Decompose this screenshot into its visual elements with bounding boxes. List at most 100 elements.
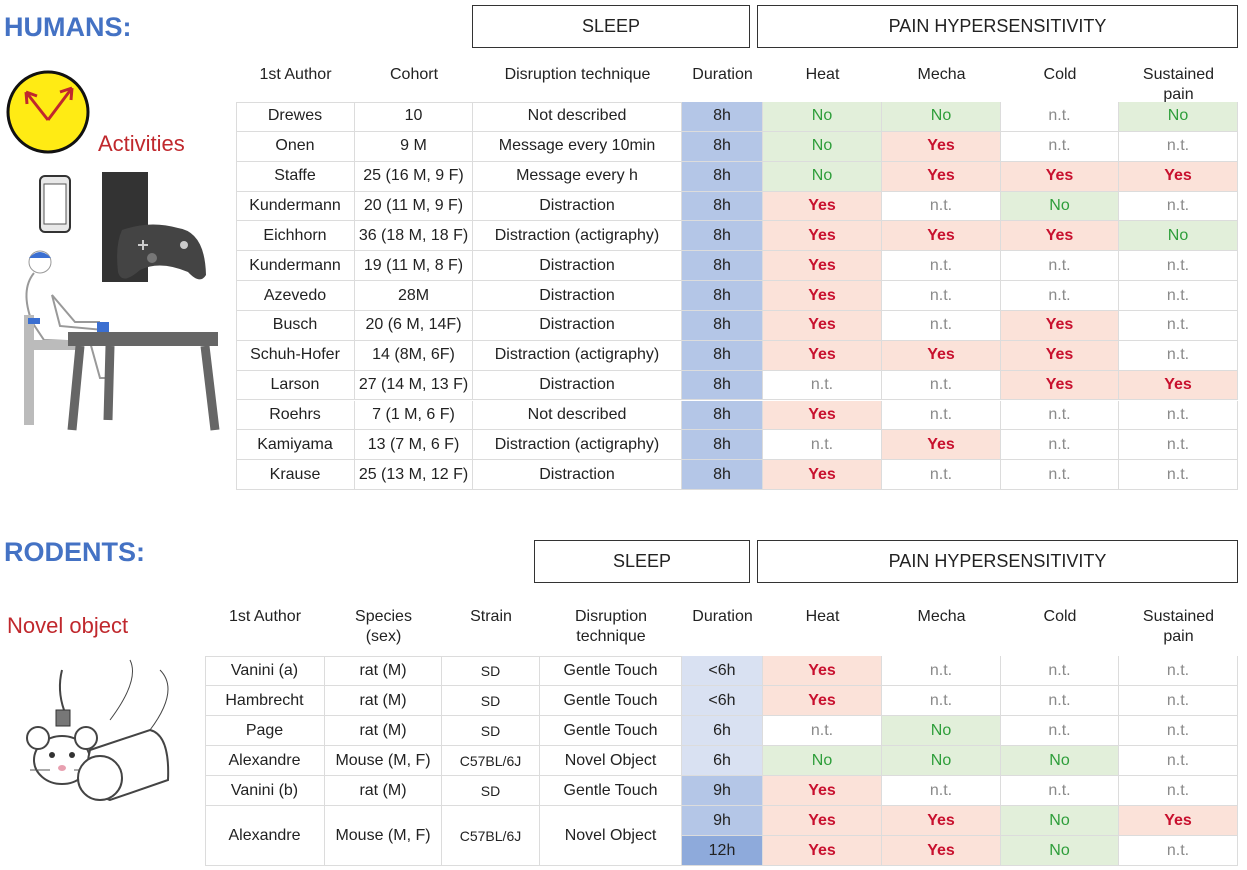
column-header: 1st Author xyxy=(259,66,332,83)
table-cell: 36 (18 M, 18 F) xyxy=(355,221,473,252)
table-cell: Azevedo xyxy=(236,281,355,311)
table-cell: Distraction xyxy=(473,191,682,222)
table-cell: n.t. xyxy=(1119,836,1238,866)
table-cell: 20 (6 M, 14F) xyxy=(355,310,473,341)
table-cell: 8h xyxy=(682,310,763,341)
table-cell: 8h xyxy=(682,400,763,431)
table-cell: Yes xyxy=(763,806,882,836)
table-cell: 9h xyxy=(682,806,763,836)
table-cell: Krause xyxy=(236,460,355,491)
table-cell: Kamiyama xyxy=(236,430,355,461)
table-cell: n.t. xyxy=(1119,430,1238,461)
section-label: Novel object xyxy=(7,613,129,638)
table-cell: n.t. xyxy=(1001,716,1119,746)
table-cell: 8h xyxy=(682,191,763,222)
table-cell: n.t. xyxy=(763,430,882,461)
table-cell: n.t. xyxy=(882,460,1001,491)
section-title: RODENTS: xyxy=(4,537,145,567)
table-cell: Yes xyxy=(1119,370,1238,401)
table-cell: n.t. xyxy=(882,191,1001,222)
table-cell: n.t. xyxy=(1001,131,1119,162)
column-header: Heat xyxy=(805,66,840,83)
humans-illustration xyxy=(6,70,220,431)
table-cell: 8h xyxy=(682,221,763,252)
column-header: Duration xyxy=(692,66,753,83)
table-cell: 10 xyxy=(355,102,473,132)
table-cell: n.t. xyxy=(882,656,1001,686)
table-cell: n.t. xyxy=(1001,102,1119,132)
table-cell: n.t. xyxy=(882,400,1001,431)
table-cell: n.t. xyxy=(1001,400,1119,431)
table-cell: 8h xyxy=(682,131,763,162)
table-cell: n.t. xyxy=(1119,281,1238,311)
table-cell: n.t. xyxy=(882,776,1001,806)
table-cell: Kundermann xyxy=(236,251,355,282)
table-cell: Gentle Touch xyxy=(540,686,682,716)
table-cell: No xyxy=(763,161,882,192)
table-cell: 19 (11 M, 8 F) xyxy=(355,251,473,282)
table-cell: n.t. xyxy=(763,716,882,746)
table-cell: 9h xyxy=(682,776,763,806)
table-cell: 13 (7 M, 6 F) xyxy=(355,430,473,461)
table-cell: Distraction xyxy=(473,370,682,401)
table-cell: Yes xyxy=(763,221,882,252)
table-cell: Staffe xyxy=(236,161,355,192)
table-cell: No xyxy=(882,716,1001,746)
section-title: HUMANS: xyxy=(4,12,132,42)
table-cell: n.t. xyxy=(1119,191,1238,222)
table-cell: Not described xyxy=(473,102,682,132)
table-cell: 12h xyxy=(682,836,763,866)
group-header: PAIN HYPERSENSITIVITY xyxy=(757,5,1238,48)
table-cell: Yes xyxy=(1001,221,1119,252)
table-cell: n.t. xyxy=(882,310,1001,341)
table-cell: Yes xyxy=(882,806,1001,836)
table-cell: Yes xyxy=(763,460,882,491)
table-cell: 28M xyxy=(355,281,473,311)
table-cell: No xyxy=(1001,836,1119,866)
table-cell: Distraction (actigraphy) xyxy=(473,340,682,371)
table-cell: n.t. xyxy=(882,686,1001,716)
table-cell: Yes xyxy=(763,191,882,222)
table-cell: n.t. xyxy=(882,370,1001,401)
table-cell: rat (M) xyxy=(325,686,442,716)
table-cell: rat (M) xyxy=(325,776,442,806)
table-cell: Not described xyxy=(473,400,682,431)
table-cell: Yes xyxy=(763,251,882,282)
table-cell: 8h xyxy=(682,102,763,132)
table-cell: 25 (13 M, 12 F) xyxy=(355,460,473,491)
table-cell: Busch xyxy=(236,310,355,341)
table-cell: 6h xyxy=(682,746,763,776)
table-cell: Eichhorn xyxy=(236,221,355,252)
table-cell: n.t. xyxy=(1119,776,1238,806)
table-cell: rat (M) xyxy=(325,656,442,686)
table-cell: 8h xyxy=(682,430,763,461)
table-cell: No xyxy=(1119,102,1238,132)
table-cell: n.t. xyxy=(1119,131,1238,162)
table-cell: Mouse (M, F) xyxy=(325,806,442,866)
table-cell: No xyxy=(1001,746,1119,776)
table-cell: No xyxy=(882,746,1001,776)
table-cell: Yes xyxy=(882,131,1001,162)
table-cell: Yes xyxy=(763,400,882,431)
table-cell: SD xyxy=(442,656,540,686)
table-cell: 8h xyxy=(682,281,763,311)
table-cell: Distraction xyxy=(473,281,682,311)
column-header: Sustained pain xyxy=(1142,608,1215,645)
table-cell: Hambrecht xyxy=(205,686,325,716)
table-cell: n.t. xyxy=(1119,656,1238,686)
table-cell: Vanini (a) xyxy=(205,656,325,686)
table-cell: C57BL/6J xyxy=(442,806,540,866)
table-cell: n.t. xyxy=(1119,310,1238,341)
table-cell: Distraction (actigraphy) xyxy=(473,221,682,252)
table-cell: 25 (16 M, 9 F) xyxy=(355,161,473,192)
table-cell: Yes xyxy=(1119,806,1238,836)
table-cell: No xyxy=(1119,221,1238,252)
table-cell: 6h xyxy=(682,716,763,746)
table-cell: No xyxy=(882,102,1001,132)
group-header: PAIN HYPERSENSITIVITY xyxy=(757,540,1238,583)
table-cell: Larson xyxy=(236,370,355,401)
table-cell: n.t. xyxy=(763,370,882,401)
table-cell: Page xyxy=(205,716,325,746)
table-cell: Yes xyxy=(882,161,1001,192)
